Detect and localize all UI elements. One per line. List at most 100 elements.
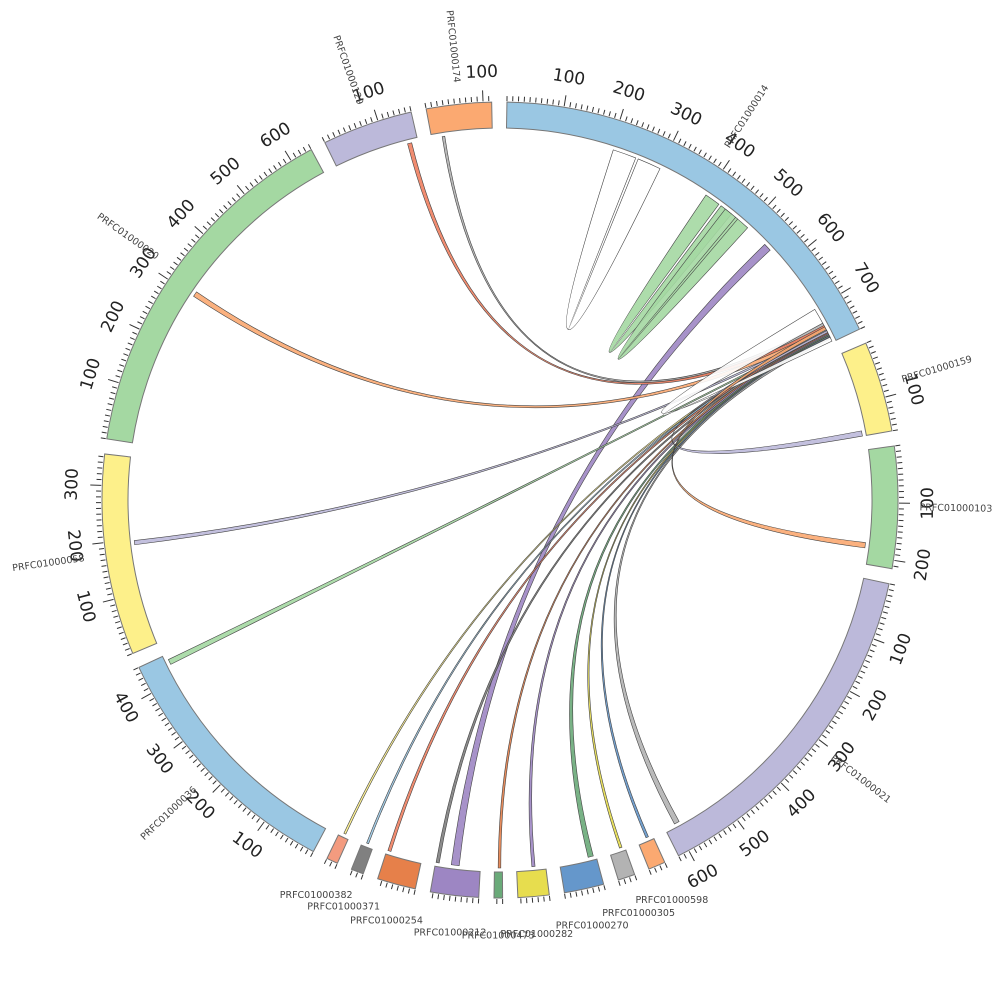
tick-PRFC01000020-440: [214, 213, 220, 218]
tick-PRFC01000014-740: [852, 310, 858, 314]
tick-PRFC01000020-150: [123, 353, 129, 356]
segment-PRFC01000036[interactable]: [138, 655, 327, 853]
segment-PRFC01000058[interactable]: [101, 453, 158, 655]
tick-PRFC01000036-300: [173, 741, 183, 749]
segment-PRFC01000254[interactable]: [377, 853, 422, 890]
tick-PRFC01000058-20: [122, 642, 128, 646]
segment-label-PRFC01000129: PRFC01000129: [330, 34, 365, 106]
segment-label-PRFC01000021: PRFC01000021: [828, 753, 892, 806]
tick-PRFC01000020-160: [125, 347, 131, 351]
tick-PRFC01000129-30: [337, 129, 341, 135]
tick-PRFC01000129-150: [403, 107, 406, 113]
tick-PRFC01000103-170: [896, 542, 902, 545]
tick-label-PRFC01000036-300: 300: [142, 740, 178, 778]
tick-PRFC01000036-380: [152, 702, 158, 707]
tick-PRFC01000014-170: [603, 109, 606, 115]
tick-PRFC01000021-490: [741, 816, 746, 822]
tick-PRFC01000254-60: [379, 880, 383, 887]
tick-PRFC01000036-450: [133, 667, 139, 671]
segment-label-PRFC01000371: PRFC01000371: [307, 902, 380, 913]
tick-PRFC01000058-180: [99, 553, 105, 556]
tick-PRFC01000014-320: [683, 141, 687, 147]
segment-PRFC01000598[interactable]: [638, 837, 666, 870]
segment-PRFC01000473[interactable]: [493, 871, 504, 899]
tick-PRFC01000020-630: [302, 146, 307, 152]
tick-PRFC01000021-10: [888, 589, 894, 592]
segment-PRFC01000014[interactable]: [505, 101, 861, 342]
tick-PRFC01000021-250: [835, 715, 840, 720]
tick-PRFC01000159-140: [890, 417, 896, 420]
tick-PRFC01000058-150: [102, 570, 108, 573]
tick-PRFC01000036-410: [143, 687, 149, 692]
segment-PRFC01000270[interactable]: [559, 858, 605, 894]
tick-label-PRFC01000020-500: 500: [207, 153, 245, 189]
segment-label-PRFC01000212: PRFC01000212: [414, 928, 487, 939]
link-PRFC01000014-PRFC01000014-19: [661, 308, 833, 416]
tick-PRFC01000103-20: [896, 456, 902, 458]
segment-PRFC01000282[interactable]: [516, 868, 550, 899]
segment-PRFC01000212[interactable]: [429, 865, 481, 898]
segment-PRFC01000305[interactable]: [609, 849, 636, 881]
tick-PRFC01000371-20: [349, 870, 353, 876]
tick-PRFC01000021-450: [759, 802, 764, 807]
tick-PRFC01000021-40: [884, 605, 890, 609]
tick-PRFC01000036-430: [138, 677, 144, 681]
tick-PRFC01000020-290: [160, 280, 165, 285]
tick-PRFC01000270-20: [592, 887, 595, 894]
tick-PRFC01000282-10: [543, 896, 545, 902]
tick-PRFC01000036-340: [164, 722, 170, 727]
segment-PRFC01000129[interactable]: [324, 111, 418, 167]
segment-label-PRFC01000382: PRFC01000382: [280, 890, 353, 901]
tick-PRFC01000036-260: [192, 759, 198, 764]
tick-PRFC01000020-320: [169, 266, 175, 271]
tick-PRFC01000014-530: [780, 212, 785, 218]
tick-PRFC01000036-0: [310, 852, 314, 858]
tick-PRFC01000174-40: [447, 99, 450, 105]
tick-PRFC01000020-480: [231, 197, 236, 202]
tick-PRFC01000020-340: [176, 256, 182, 261]
tick-PRFC01000058-140: [103, 576, 109, 579]
segment-label-PRFC01000058: PRFC01000058: [12, 553, 86, 574]
tick-PRFC01000020-90: [112, 386, 118, 389]
tick-PRFC01000021-20: [887, 594, 893, 597]
tick-PRFC01000212-40: [454, 896, 457, 902]
tick-PRFC01000174-50: [453, 98, 455, 104]
tick-PRFC01000021-300: [818, 739, 829, 747]
segment-PRFC01000021[interactable]: [666, 577, 890, 857]
tick-PRFC01000020-180: [129, 337, 135, 341]
tick-PRFC01000036-200: [212, 784, 221, 793]
tick-PRFC01000014-470: [755, 189, 760, 194]
tick-PRFC01000103-200: [894, 559, 906, 563]
tick-PRFC01000021-190: [852, 685, 858, 690]
tick-PRFC01000129-140: [398, 108, 401, 114]
tick-PRFC01000014-620: [814, 251, 820, 256]
tick-PRFC01000014-100: [563, 95, 567, 107]
tick-PRFC01000129-10: [327, 134, 331, 140]
segment-PRFC01000174[interactable]: [425, 101, 493, 136]
tick-PRFC01000058-170: [100, 559, 106, 562]
tick-PRFC01000014-180: [608, 111, 611, 117]
tick-PRFC01000021-500: [737, 820, 745, 830]
tick-PRFC01000014-380: [713, 158, 717, 164]
segment-PRFC01000020[interactable]: [106, 148, 325, 444]
tick-PRFC01000020-360: [183, 247, 189, 252]
tick-PRFC01000270-50: [575, 891, 578, 897]
tick-PRFC01000014-710: [843, 295, 849, 299]
tick-PRFC01000020-230: [142, 310, 148, 315]
segment-PRFC01000103[interactable]: [865, 445, 899, 570]
tick-PRFC01000021-430: [768, 794, 773, 799]
link-PRFC01000014-PRFC01000036-8: [168, 331, 829, 665]
tick-PRFC01000014-430: [736, 174, 741, 180]
tick-PRFC01000021-460: [755, 805, 760, 811]
tick-PRFC01000021-370: [792, 770, 798, 775]
tick-PRFC01000036-350: [161, 717, 167, 722]
link-PRFC01000014-PRFC01000014-1: [608, 194, 732, 353]
segment-PRFC01000159[interactable]: [841, 342, 893, 436]
tick-PRFC01000014-680: [834, 280, 840, 285]
segment-PRFC01000382[interactable]: [326, 834, 349, 864]
tick-PRFC01000036-80: [270, 828, 274, 833]
tick-PRFC01000020-600: [284, 150, 292, 161]
tick-PRFC01000014-750: [855, 315, 860, 319]
segment-PRFC01000371[interactable]: [350, 844, 373, 875]
